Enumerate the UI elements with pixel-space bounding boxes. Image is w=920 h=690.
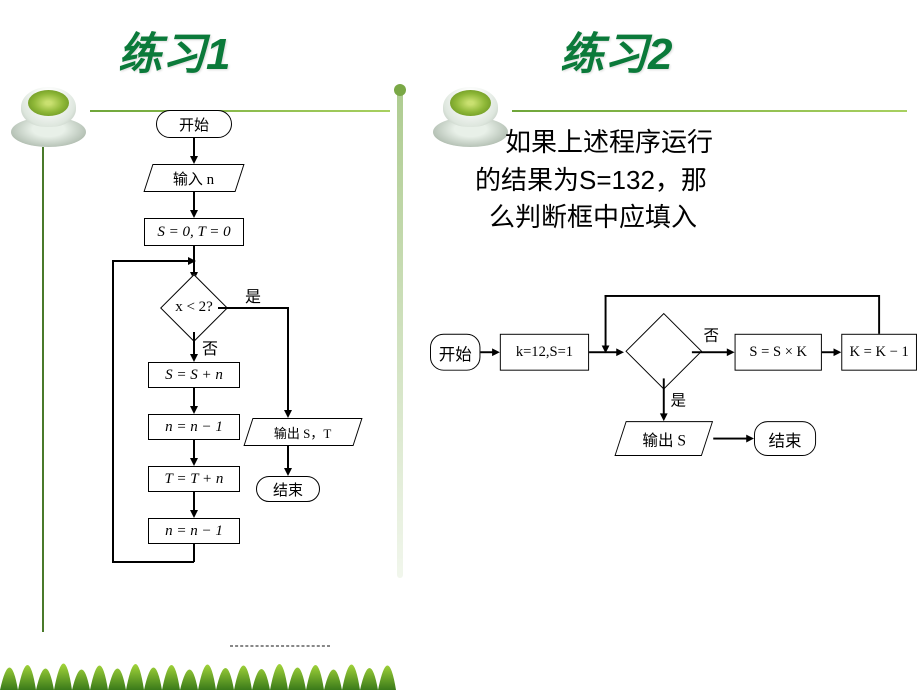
grass-decor-icon xyxy=(0,635,920,690)
fc1-yesdown xyxy=(287,307,289,412)
fc1-arrowhead-yes xyxy=(284,410,292,418)
fc1-arrow-2 xyxy=(193,192,195,212)
flowchart-exercise-2: 开始 k=12,S=1 否 S = S × K K = K − 1 是 输出 S… xyxy=(430,295,896,489)
fc1-loop-d xyxy=(193,544,195,562)
fc1-arrow-4 xyxy=(193,332,195,356)
fc2-ah4 xyxy=(746,435,754,443)
q-line-2: 的结果为S=132，那 xyxy=(475,162,905,200)
fc1-arrow-out xyxy=(287,446,289,470)
fc1-dec1: n = n − 1 xyxy=(148,414,240,440)
teacup-left-icon xyxy=(6,82,91,147)
fc2-output-label: 输出 S xyxy=(642,427,686,450)
fc1-end: 结束 xyxy=(256,476,320,502)
fc1-output-label: 输出 S，T xyxy=(274,423,331,442)
vline-left xyxy=(42,147,44,632)
fc1-arrowhead-out xyxy=(284,468,292,476)
fc2-end: 结束 xyxy=(754,421,816,456)
fc1-output: 输出 S，T xyxy=(243,418,362,446)
fc1-tsum: T = T + n xyxy=(148,466,240,492)
fc1-loop-ah xyxy=(188,257,196,265)
fc2-mul: S = S × K xyxy=(735,334,822,371)
fc2-loop-ah xyxy=(602,345,610,353)
q-line-1: 如果上述程序运行 xyxy=(475,124,905,162)
fc1-start: 开始 xyxy=(156,110,232,138)
fc1-cond-text: x < 2? xyxy=(162,299,226,316)
fc2-ah-no xyxy=(727,348,735,356)
fc2-loop-d xyxy=(605,295,606,348)
fc1-input: 输入 n xyxy=(143,164,244,192)
fc1-arrowhead-6 xyxy=(190,458,198,466)
fc2-a4 xyxy=(713,438,748,439)
fc2-yes-label: 是 xyxy=(671,387,687,410)
fc1-input-label: 输入 n xyxy=(173,168,214,189)
divider-right xyxy=(512,110,907,112)
fc2-loop-u xyxy=(878,295,879,334)
fc2-ah3 xyxy=(834,348,842,356)
q-line-3: 么判断框中应填入 xyxy=(475,199,905,237)
fc2-loop-l xyxy=(605,295,880,296)
fc2-output: 输出 S xyxy=(614,421,713,456)
fc1-yesline xyxy=(218,307,288,309)
fc1-arrow-6 xyxy=(193,440,195,460)
fc1-yes-label: 是 xyxy=(245,283,261,307)
fc1-loop-u xyxy=(112,260,114,562)
fc2-ah1 xyxy=(492,348,500,356)
fc1-dec2: n = n − 1 xyxy=(148,518,240,544)
grass-svg-icon xyxy=(0,635,920,690)
center-divider-icon xyxy=(397,88,403,578)
fc1-arrowhead-7 xyxy=(190,510,198,518)
fc1-no-label: 否 xyxy=(202,335,218,359)
fc2-yes-line xyxy=(663,378,664,415)
fc2-start: 开始 xyxy=(430,334,480,371)
fc1-loop-l xyxy=(112,561,194,563)
fc1-arrow-5 xyxy=(193,388,195,408)
fc2-init: k=12,S=1 xyxy=(500,334,589,371)
fc2-dec: K = K − 1 xyxy=(841,334,917,371)
fc1-arrow-1 xyxy=(193,138,195,158)
fc1-init: S = 0, T = 0 xyxy=(144,218,244,246)
fc1-loop-r xyxy=(112,260,190,262)
fc1-arrowhead-5 xyxy=(190,406,198,414)
fc2-ah-yes xyxy=(660,413,668,421)
fc2-ah2 xyxy=(616,348,624,356)
fc1-arrowhead-2 xyxy=(190,210,198,218)
fc2-no-line xyxy=(692,351,729,352)
fc1-sum: S = S + n xyxy=(148,362,240,388)
fc1-arrow-7 xyxy=(193,492,195,512)
flowchart-exercise-1: 开始 输入 n S = 0, T = 0 x < 2? 是 否 S = S + … xyxy=(100,95,390,690)
fc1-arrowhead-4 xyxy=(190,354,198,362)
fc1-arrowhead-1 xyxy=(190,156,198,164)
title-left: 练习1 xyxy=(118,18,230,82)
fc2-no-label: 否 xyxy=(704,322,720,345)
title-right: 练习2 xyxy=(560,18,672,82)
question-text: 如果上述程序运行 的结果为S=132，那 么判断框中应填入 xyxy=(475,124,905,237)
